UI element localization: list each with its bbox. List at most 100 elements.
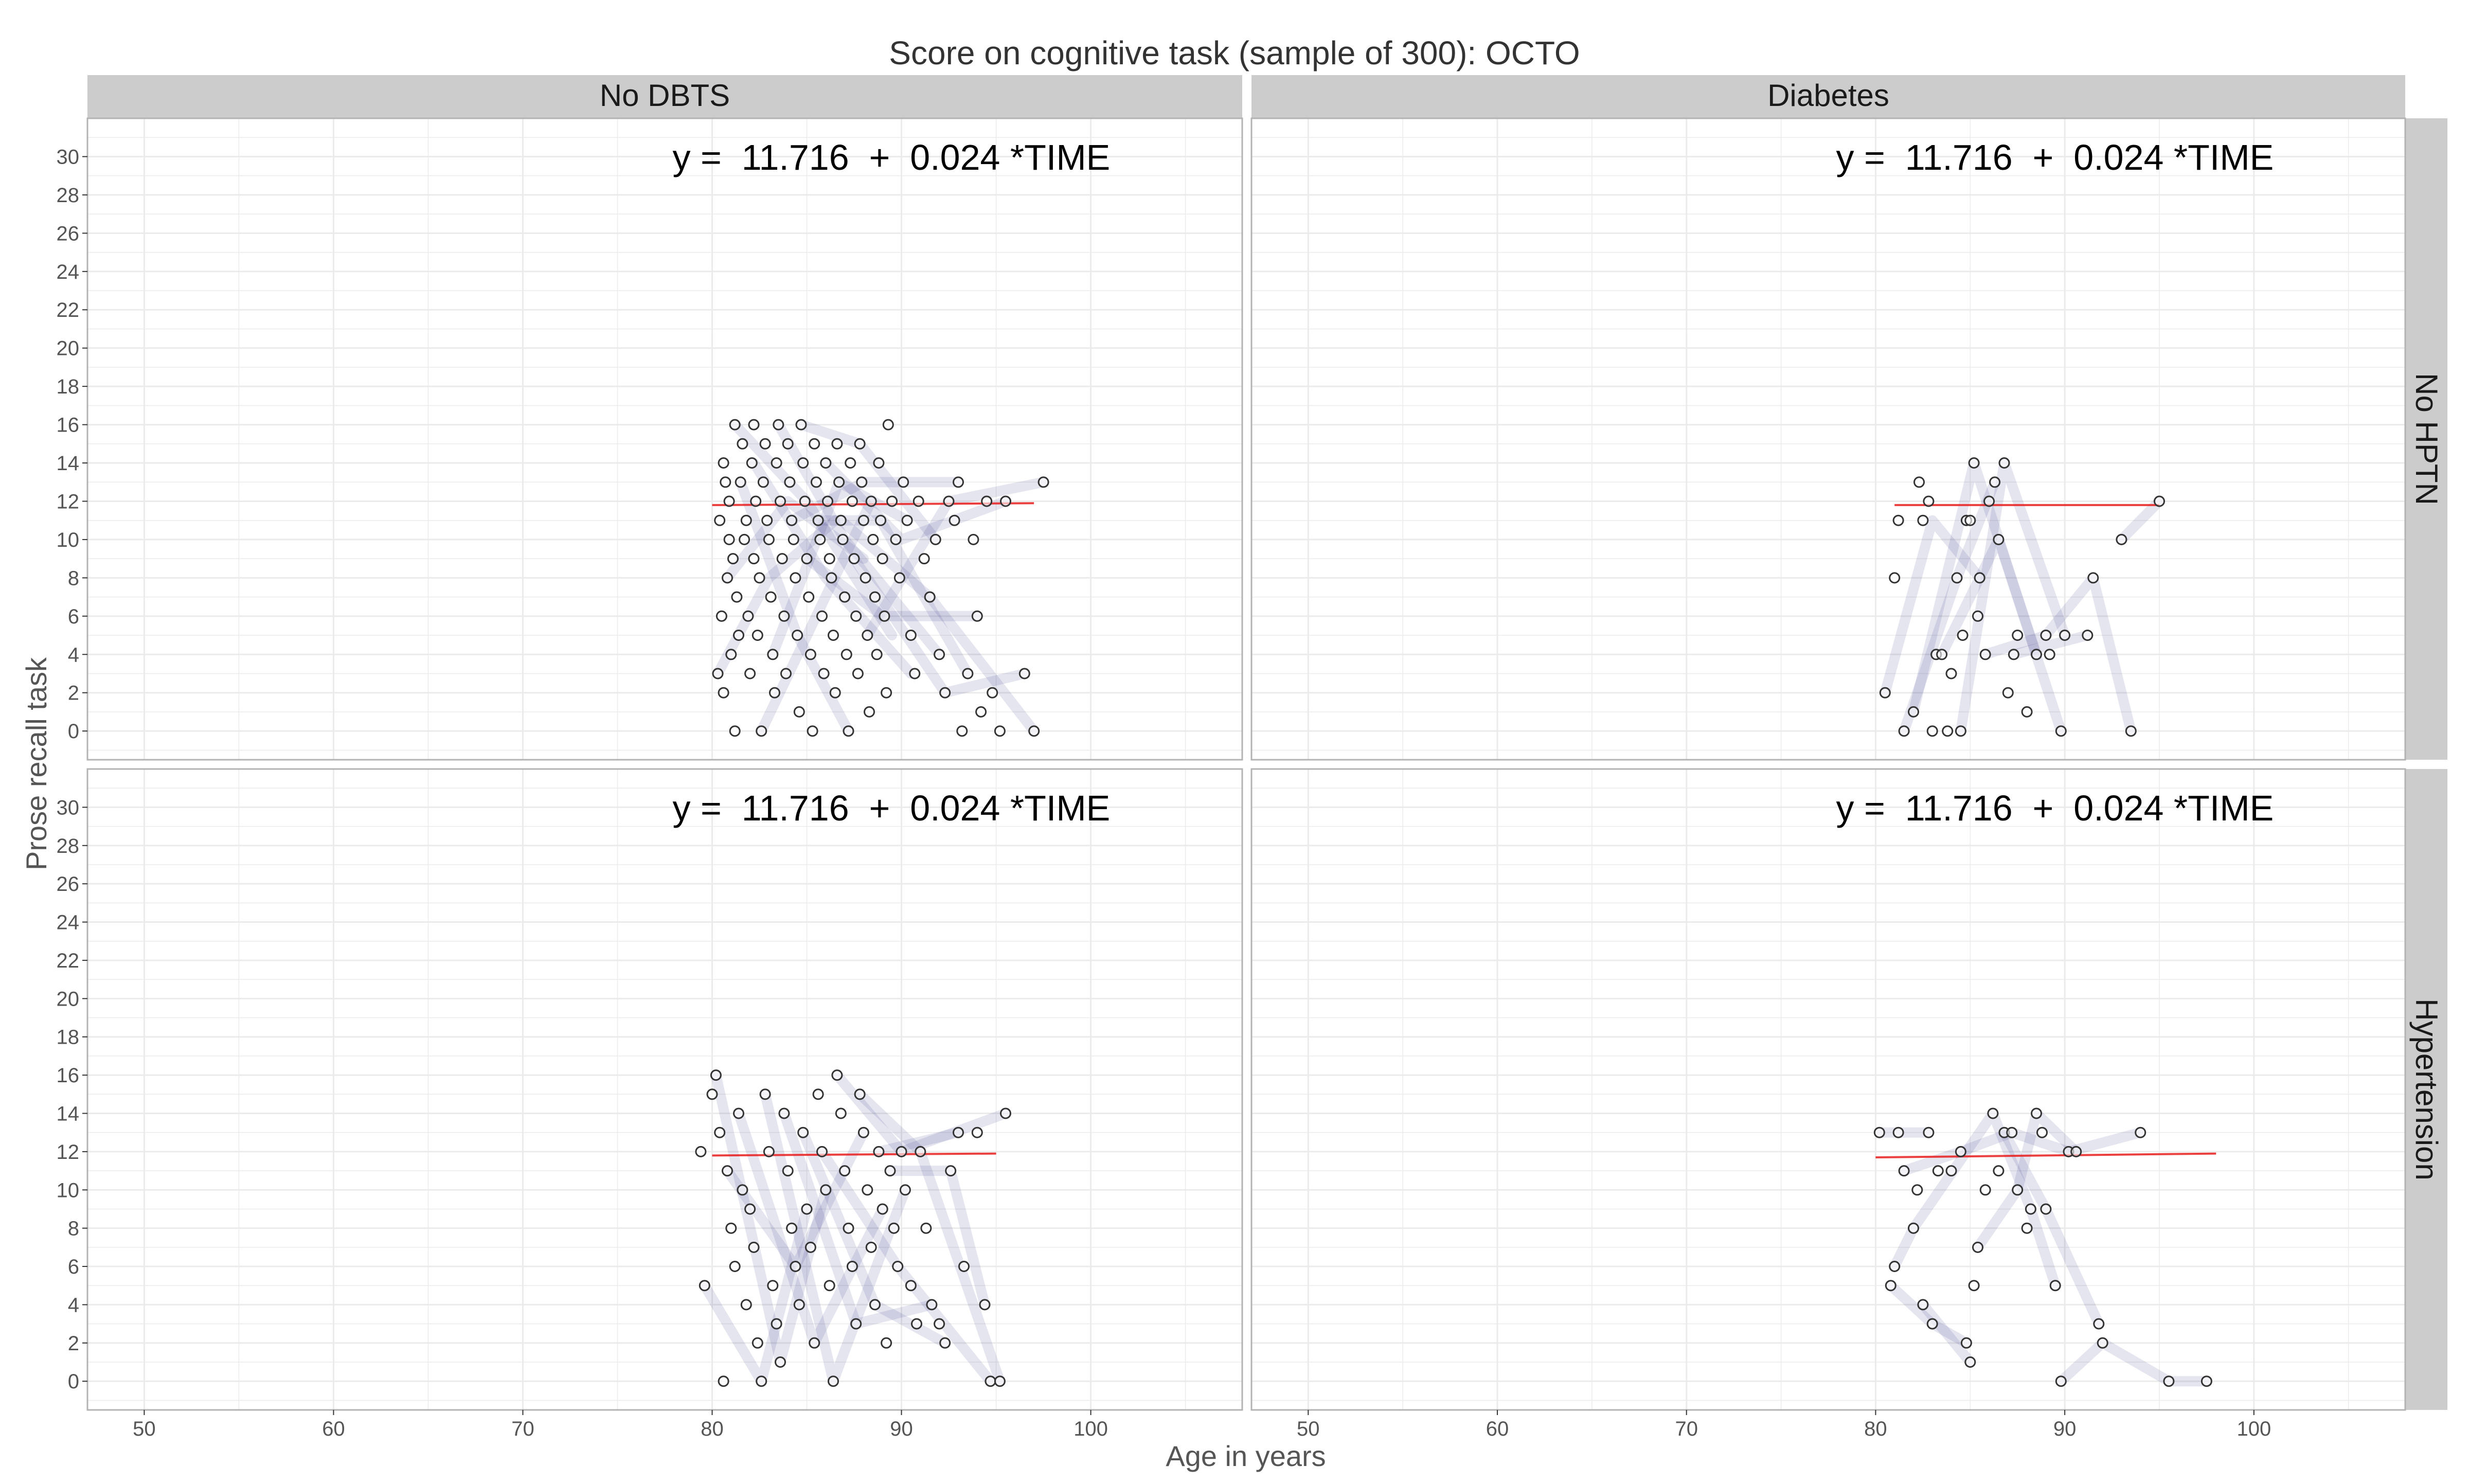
- data-point: [748, 419, 760, 431]
- trajectory-line: [1973, 1108, 2082, 1253]
- x-tick-label: 100: [2237, 1418, 2271, 1440]
- data-point: [898, 476, 909, 488]
- x-tick-label: 80: [1864, 1418, 1887, 1440]
- data-point: [1989, 476, 2001, 488]
- data-point: [929, 533, 941, 545]
- data-point: [905, 630, 917, 641]
- data-point: [790, 1261, 801, 1272]
- data-point: [865, 1241, 877, 1253]
- data-point: [2049, 1280, 2061, 1292]
- data-point: [981, 495, 993, 507]
- data-point: [752, 1337, 763, 1349]
- data-point: [1974, 572, 1985, 584]
- panel-border: [1250, 117, 2406, 761]
- y-tick-label: 18: [57, 376, 80, 398]
- data-point: [775, 495, 786, 507]
- data-point: [2082, 630, 2094, 641]
- data-point: [871, 649, 883, 660]
- data-point: [2055, 1375, 2067, 1387]
- data-point: [816, 610, 828, 622]
- data-point: [882, 419, 894, 431]
- column-strip: [1251, 75, 2405, 118]
- data-point: [792, 630, 803, 641]
- data-point: [958, 1261, 970, 1272]
- data-point: [869, 1299, 881, 1311]
- x-tick-label: 90: [890, 1418, 913, 1440]
- data-point: [850, 1318, 862, 1330]
- data-point: [778, 610, 790, 622]
- data-point: [2200, 1375, 2212, 1387]
- data-point: [746, 457, 758, 469]
- y-tick-label: 30: [57, 146, 80, 168]
- row-strip-label: Hypertension: [2409, 998, 2444, 1181]
- data-point: [723, 495, 735, 507]
- y-tick-label: 28: [57, 835, 80, 857]
- panel-background: [1251, 118, 2405, 760]
- data-point: [846, 495, 858, 507]
- y-tick-label: 24: [57, 911, 80, 934]
- data-point: [945, 1165, 957, 1177]
- y-tick-label: 28: [57, 184, 80, 207]
- data-point: [2040, 630, 2052, 641]
- data-point: [852, 668, 864, 680]
- data-point: [731, 591, 743, 603]
- data-point: [2097, 1337, 2108, 1349]
- data-point: [1885, 1280, 1897, 1292]
- data-point: [833, 476, 845, 488]
- data-point: [911, 1318, 922, 1330]
- data-point: [949, 514, 960, 526]
- data-point: [801, 1203, 813, 1215]
- data-point: [756, 1375, 767, 1387]
- data-point: [828, 1375, 839, 1387]
- data-point: [2135, 1127, 2146, 1138]
- data-point: [1957, 630, 1969, 641]
- data-point: [979, 1299, 991, 1311]
- data-point: [803, 591, 815, 603]
- data-point: [1028, 725, 1040, 737]
- data-point: [778, 1107, 790, 1119]
- data-point: [1892, 514, 1904, 526]
- data-point: [763, 1146, 775, 1157]
- data-point: [892, 1261, 904, 1272]
- data-point: [710, 1069, 722, 1081]
- data-point: [840, 649, 852, 660]
- data-point: [1898, 725, 1910, 737]
- equation-annotation: y = 11.716 + 0.024 *TIME: [673, 137, 1111, 177]
- data-point: [857, 514, 869, 526]
- x-tick-label: 50: [133, 1418, 156, 1440]
- data-point: [1018, 668, 1030, 680]
- data-point: [733, 630, 744, 641]
- row-strip-label: No HPTN: [2409, 373, 2444, 505]
- data-point: [812, 1088, 824, 1100]
- data-point: [1979, 1184, 1991, 1196]
- trajectory-line: [1980, 573, 2136, 737]
- data-point: [793, 706, 805, 718]
- data-point: [816, 1146, 828, 1157]
- data-point: [2006, 1127, 2018, 1138]
- data-point: [881, 1337, 892, 1349]
- data-point: [2021, 1222, 2033, 1234]
- data-point: [953, 476, 964, 488]
- data-point: [1926, 725, 1938, 737]
- x-tick-label: 80: [701, 1418, 724, 1440]
- data-point: [835, 514, 847, 526]
- data-point: [1917, 514, 1929, 526]
- y-tick-label: 8: [68, 567, 79, 589]
- data-point: [835, 1107, 847, 1119]
- data-point: [1945, 668, 1957, 680]
- y-tick-label: 4: [68, 643, 79, 666]
- data-point: [862, 630, 873, 641]
- data-point: [971, 1127, 983, 1138]
- panel-background: [87, 118, 1242, 760]
- data-point: [740, 1299, 752, 1311]
- column-strip-label: No DBTS: [600, 78, 730, 113]
- data-point: [884, 1165, 896, 1177]
- data-point: [748, 553, 760, 565]
- equation-annotation: y = 11.716 + 0.024 *TIME: [1836, 788, 2274, 828]
- data-point: [752, 630, 763, 641]
- data-point: [714, 1127, 726, 1138]
- data-point: [1926, 1318, 1938, 1330]
- data-point: [1951, 572, 1963, 584]
- data-point: [831, 438, 843, 450]
- data-point: [873, 457, 885, 469]
